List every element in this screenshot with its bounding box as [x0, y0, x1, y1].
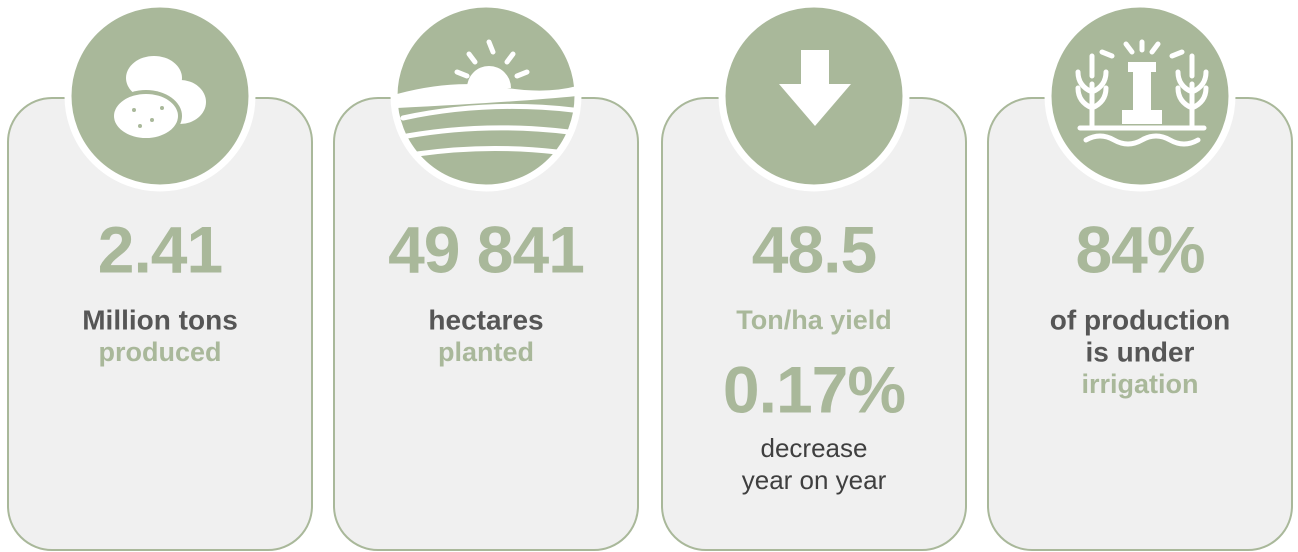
stat-label: year on year — [742, 465, 887, 495]
potato-icon — [110, 56, 206, 142]
stat-value: 84% — [1075, 212, 1204, 286]
stat-label: Million tons — [82, 304, 238, 335]
stat-label: of production — [1050, 304, 1230, 335]
stat-label: Ton/ha yield — [736, 305, 892, 335]
icons — [110, 39, 1209, 157]
stat-label: irrigation — [1081, 369, 1198, 399]
stat-value: 2.41 — [98, 212, 222, 286]
stat-label: is under — [1086, 336, 1195, 367]
stat-label: produced — [98, 337, 221, 367]
stat-label: planted — [438, 337, 534, 367]
stat-value: 48.5 — [752, 212, 876, 286]
field-icon — [397, 39, 577, 157]
irrigation-icon — [1075, 39, 1209, 147]
stat-value: 0.17% — [723, 352, 905, 426]
stat-value: 49 841 — [388, 212, 584, 286]
arrow-down-icon — [779, 50, 851, 126]
stat-label: decrease — [761, 433, 868, 463]
stat-label: hectares — [428, 304, 543, 335]
